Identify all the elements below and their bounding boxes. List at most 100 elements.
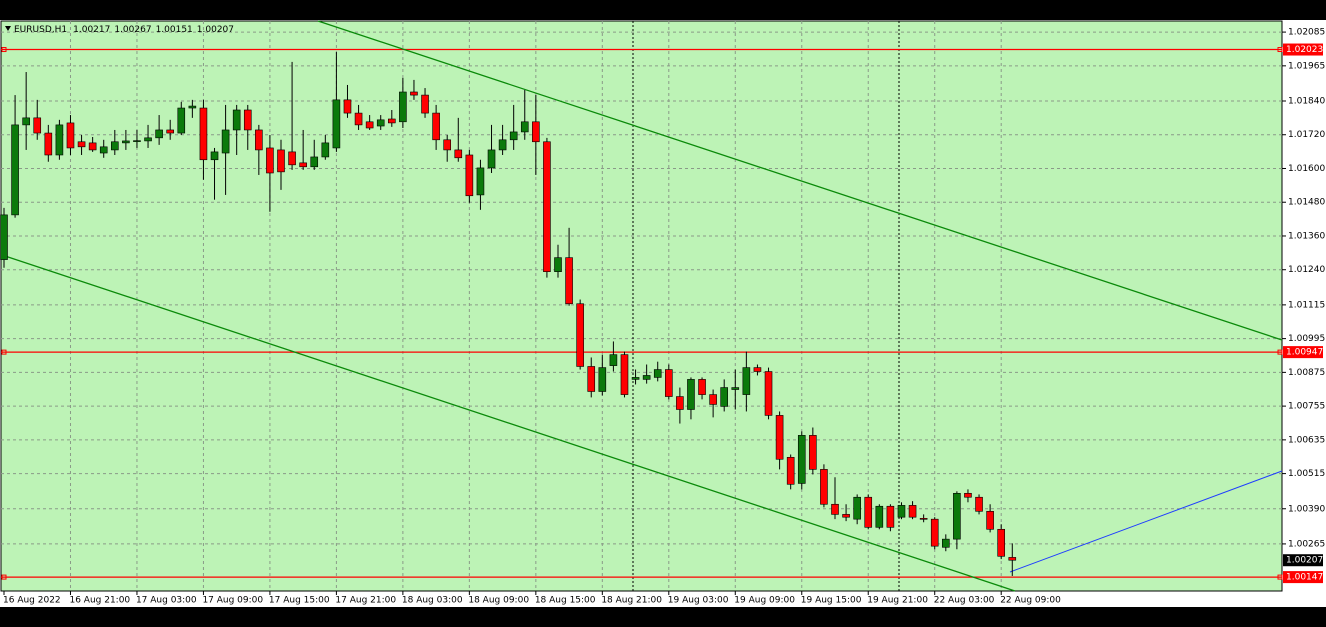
axes: 1.02085 1.01965 1.01840 1.01720 1.01600 1.014… <box>3 28 1325 606</box>
ohlc-high: 1.00267 <box>114 25 151 35</box>
y-tick-label: 1.01965 <box>1288 61 1325 71</box>
candle-body <box>44 132 53 156</box>
y-tick-label: 1.00995 <box>1288 334 1325 344</box>
candle-body <box>22 117 30 126</box>
current-price-box <box>1283 554 1323 567</box>
candle-body <box>498 139 507 151</box>
candle-body <box>820 469 828 505</box>
y-tick-label: 1.01600 <box>1288 164 1325 174</box>
y-tick-label: 1.01480 <box>1288 198 1325 208</box>
candle-body <box>155 129 163 139</box>
x-tick-label: 18 Aug 15:00 <box>535 596 596 606</box>
x-tick-label: 17 Aug 21:00 <box>335 596 396 606</box>
candle-body <box>587 366 596 392</box>
candle-body <box>742 367 751 395</box>
candle-body <box>487 149 496 169</box>
price-label-box <box>1283 43 1323 56</box>
y-tick-label: 1.00390 <box>1288 504 1325 514</box>
y-tick-label: 1.00635 <box>1288 435 1325 445</box>
price-label-box <box>1283 346 1323 359</box>
candle-body <box>410 91 418 96</box>
y-tick-label: 1.00755 <box>1288 402 1325 412</box>
candle-body <box>753 367 762 372</box>
price-label: 1.00947 <box>1286 348 1323 358</box>
candle-body <box>631 377 640 380</box>
candle-body <box>953 492 961 540</box>
candle-body <box>465 154 474 197</box>
symbol: EURUSD,H1 <box>14 25 67 35</box>
x-tick-label: 22 Aug 03:00 <box>934 596 995 606</box>
candles <box>0 52 1017 576</box>
candle-body <box>764 371 773 416</box>
candle-body <box>443 139 452 151</box>
x-tick-label: 18 Aug 03:00 <box>402 596 463 606</box>
x-tick-label: 19 Aug 21:00 <box>867 596 928 606</box>
candle-body <box>886 505 895 528</box>
candle-body <box>33 117 42 134</box>
candle-body <box>509 131 518 141</box>
candle-body <box>842 514 850 518</box>
candle-body <box>387 118 396 124</box>
candle-body <box>122 140 130 144</box>
candle-body <box>232 109 241 131</box>
candle-body <box>875 505 884 528</box>
candle-body <box>831 503 839 515</box>
candle-body <box>565 257 573 305</box>
candle-body <box>975 496 983 512</box>
candle-body <box>199 107 208 161</box>
candle-body <box>709 394 717 405</box>
x-tick-label: 22 Aug 09:00 <box>1000 596 1061 606</box>
candle-body <box>520 121 529 133</box>
line-end <box>1277 47 1283 53</box>
candle-body <box>731 387 740 390</box>
candle-body <box>986 510 994 530</box>
x-tick-label: 17 Aug 03:00 <box>136 596 197 606</box>
y-tick-label: 1.00265 <box>1288 539 1325 549</box>
candle-body <box>454 149 463 159</box>
candle-body <box>332 99 341 149</box>
candle-body <box>11 124 19 216</box>
candle-body <box>321 142 330 158</box>
line-end <box>1277 349 1283 355</box>
candle-body <box>243 109 252 131</box>
candle-body <box>288 151 296 166</box>
candle-body <box>421 94 429 114</box>
candle-body <box>698 379 706 395</box>
candle-body <box>598 367 607 392</box>
candle-body <box>399 91 407 123</box>
candle-body <box>77 141 86 148</box>
x-tick-label: 16 Aug 2022 <box>3 596 61 606</box>
candle-body <box>642 375 651 380</box>
candle-body <box>166 129 174 134</box>
candle-body <box>343 99 352 114</box>
candle-body <box>376 119 385 127</box>
candle-body <box>111 141 119 151</box>
candle-body <box>664 369 673 397</box>
x-tick-label: 18 Aug 21:00 <box>601 596 662 606</box>
candle-body <box>188 105 197 109</box>
candle-body <box>133 140 141 142</box>
candle-body <box>144 137 152 142</box>
candle-body <box>930 518 939 547</box>
menu-arrow <box>5 26 11 31</box>
y-tick-label: 1.01240 <box>1288 265 1325 275</box>
trend-line <box>1 254 1016 592</box>
candle-body <box>809 435 817 470</box>
candle-body <box>941 538 950 548</box>
y-tick-label: 1.00875 <box>1288 368 1325 378</box>
x-tick-label: 16 Aug 21:00 <box>69 596 130 606</box>
y-tick-label: 1.01360 <box>1288 231 1325 241</box>
candle-body <box>864 496 873 528</box>
x-tick-label: 17 Aug 15:00 <box>269 596 330 606</box>
candle-body <box>997 528 1006 557</box>
candle-body <box>775 415 784 460</box>
price-label: 1.00147 <box>1286 573 1323 583</box>
line-end <box>1 349 7 355</box>
candle-body <box>221 129 230 154</box>
price-label-box <box>1283 571 1323 584</box>
candle-body <box>99 146 108 154</box>
x-tick-label: 19 Aug 15:00 <box>801 596 862 606</box>
candle-body <box>310 156 319 168</box>
grid <box>1 21 1282 591</box>
